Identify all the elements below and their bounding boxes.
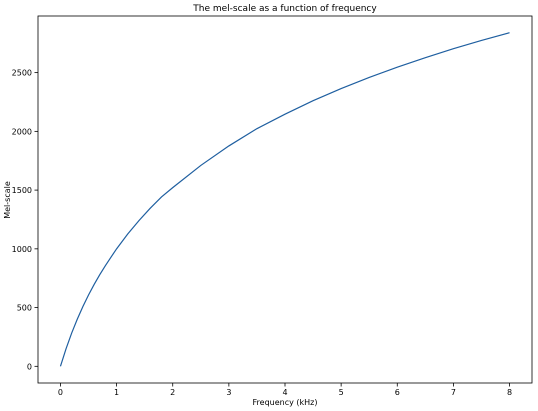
mel-curve-line	[59, 32, 510, 367]
x-tick-label: 0	[58, 388, 63, 397]
x-tick-label: 5	[339, 388, 344, 397]
chart-title: The mel-scale as a function of frequency	[192, 4, 377, 14]
x-tick-label: 3	[226, 388, 231, 397]
plot-area-frame	[37, 15, 533, 384]
x-tick-label: 2	[170, 388, 175, 397]
y-axis-ticks: 0 500 1000 1500 2000 2500	[12, 69, 38, 371]
x-tick-label: 8	[507, 388, 512, 397]
x-tick-label: 7	[451, 388, 456, 397]
y-tick-label: 0	[27, 362, 32, 371]
y-tick-label: 2000	[12, 127, 32, 136]
y-axis-label: Mel-scale	[3, 181, 12, 219]
x-axis-ticks: 0 1 2 3 4 5 6 7 8	[58, 383, 512, 397]
y-tick-label: 1000	[12, 245, 32, 254]
x-tick-label: 6	[395, 388, 400, 397]
y-tick-label: 500	[17, 304, 32, 313]
x-axis-label: Frequency (kHz)	[253, 398, 318, 407]
y-tick-label: 2500	[12, 69, 32, 78]
y-tick-label: 1500	[12, 186, 32, 195]
x-tick-label: 1	[114, 388, 119, 397]
x-tick-label: 4	[282, 388, 287, 397]
